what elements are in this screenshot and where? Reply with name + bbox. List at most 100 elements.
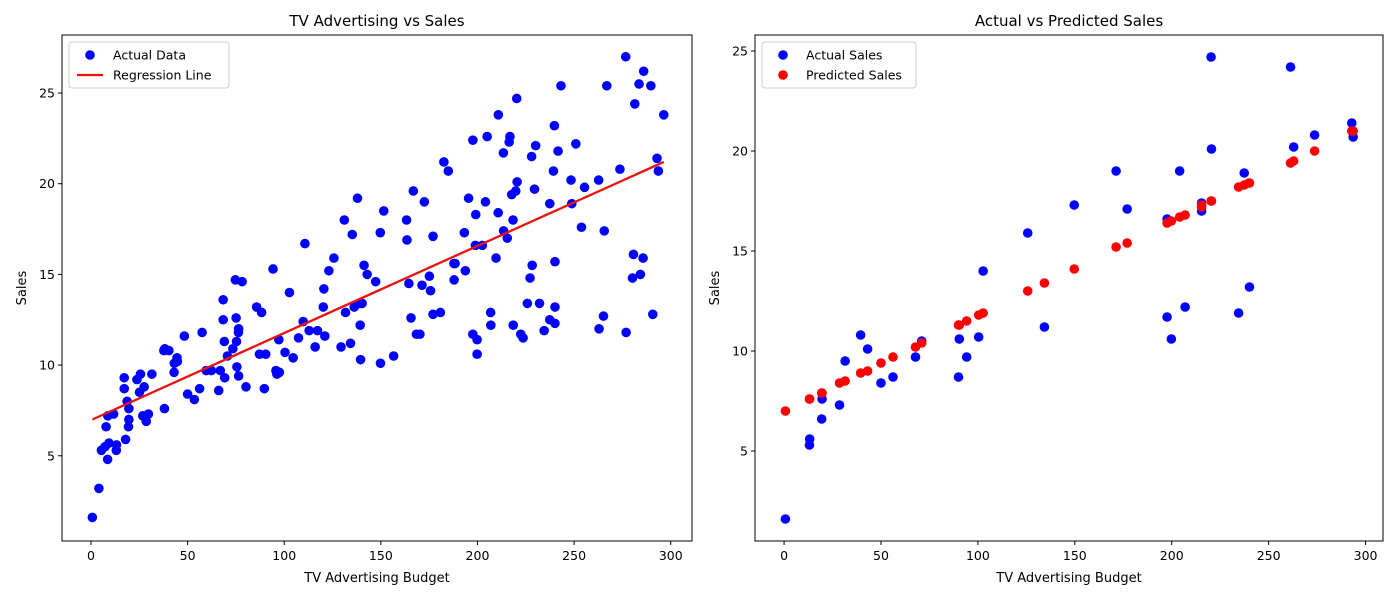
data-point — [876, 358, 886, 368]
data-point — [470, 209, 481, 220]
data-point — [1348, 126, 1358, 136]
legend: Actual Sales Predicted Sales — [761, 41, 917, 89]
data-point — [534, 298, 545, 309]
data-point — [978, 266, 988, 276]
x-tick-label: 250 — [562, 548, 586, 563]
data-point — [1309, 146, 1320, 156]
data-point — [443, 166, 454, 176]
data-point — [232, 362, 242, 372]
data-point — [329, 253, 339, 263]
data-point — [401, 215, 412, 225]
x-tick-label: 0 — [780, 548, 788, 563]
data-point — [522, 298, 533, 309]
data-point — [961, 316, 972, 326]
data-point — [1039, 322, 1050, 332]
legend-label: Predicted Sales — [806, 68, 902, 83]
data-point — [1122, 204, 1132, 214]
data-point — [916, 338, 927, 348]
legend-box — [761, 41, 917, 89]
data-point — [493, 109, 504, 120]
data-point — [512, 177, 522, 187]
data-point — [550, 318, 560, 329]
data-point — [319, 284, 329, 294]
data-point — [502, 233, 513, 243]
plot-frame — [754, 34, 1384, 542]
data-point — [635, 269, 646, 280]
legend: Actual Data Regression Line — [68, 41, 230, 89]
data-point — [425, 285, 436, 296]
data-point — [450, 258, 460, 269]
data-point — [419, 197, 430, 207]
x-axis-label: TV Advertising Budget — [995, 571, 1141, 586]
data-point — [182, 389, 193, 399]
data-point — [527, 260, 537, 271]
data-point — [571, 139, 581, 149]
data-point — [268, 264, 278, 274]
data-point — [620, 51, 631, 62]
data-point — [1346, 118, 1357, 128]
data-point — [1111, 166, 1121, 176]
data-point — [468, 135, 478, 145]
data-point — [658, 109, 669, 120]
chart-title: Actual vs Predicted Sales — [975, 12, 1164, 30]
data-point — [355, 354, 366, 365]
data-point — [594, 324, 604, 334]
legend-box — [68, 41, 230, 89]
data-point — [340, 307, 351, 318]
data-point — [511, 93, 522, 104]
data-point — [388, 351, 399, 361]
data-point — [1288, 142, 1299, 152]
data-point — [553, 146, 563, 156]
series-actual-sales — [780, 52, 1358, 524]
x-tick-label: 150 — [1063, 548, 1087, 563]
data-point — [1069, 200, 1080, 210]
data-point — [862, 344, 873, 354]
data-point — [428, 309, 438, 320]
data-point — [1039, 278, 1050, 288]
data-point — [375, 358, 386, 369]
data-point — [219, 336, 230, 347]
data-point — [804, 434, 815, 444]
data-point — [213, 385, 224, 396]
data-point — [179, 331, 190, 341]
data-point — [576, 222, 587, 233]
data-point — [241, 382, 251, 392]
data-point — [359, 260, 369, 271]
x-tick-label: 0 — [87, 548, 95, 563]
data-point — [817, 388, 827, 398]
data-point — [780, 514, 791, 524]
data-point — [406, 313, 416, 323]
x-tick-label: 300 — [659, 548, 683, 563]
data-point — [417, 280, 427, 291]
data-point — [119, 383, 130, 394]
data-point — [525, 273, 535, 283]
data-point — [550, 256, 560, 267]
data-point — [415, 329, 425, 340]
data-point — [428, 231, 438, 242]
regression-line — [91, 160, 665, 421]
data-point — [345, 338, 356, 349]
data-point — [518, 333, 528, 343]
data-point — [566, 175, 576, 185]
data-point — [629, 99, 640, 109]
x-tick-label: 50 — [873, 548, 889, 563]
data-point — [1206, 52, 1216, 62]
data-point — [1233, 308, 1244, 318]
data-point — [615, 164, 625, 175]
data-point — [284, 287, 295, 298]
data-point — [336, 342, 346, 352]
data-point — [274, 367, 285, 378]
y-tick-label: 5 — [47, 448, 55, 463]
data-point — [408, 186, 419, 196]
data-point — [529, 184, 540, 194]
data-point — [1206, 196, 1217, 206]
data-point — [539, 325, 549, 336]
data-point — [293, 333, 304, 343]
data-point — [549, 120, 560, 131]
data-point — [804, 394, 815, 404]
x-tick-label: 50 — [180, 548, 196, 563]
data-point — [530, 140, 541, 151]
data-point — [961, 352, 972, 362]
data-point — [1111, 242, 1121, 252]
data-point — [233, 324, 244, 334]
